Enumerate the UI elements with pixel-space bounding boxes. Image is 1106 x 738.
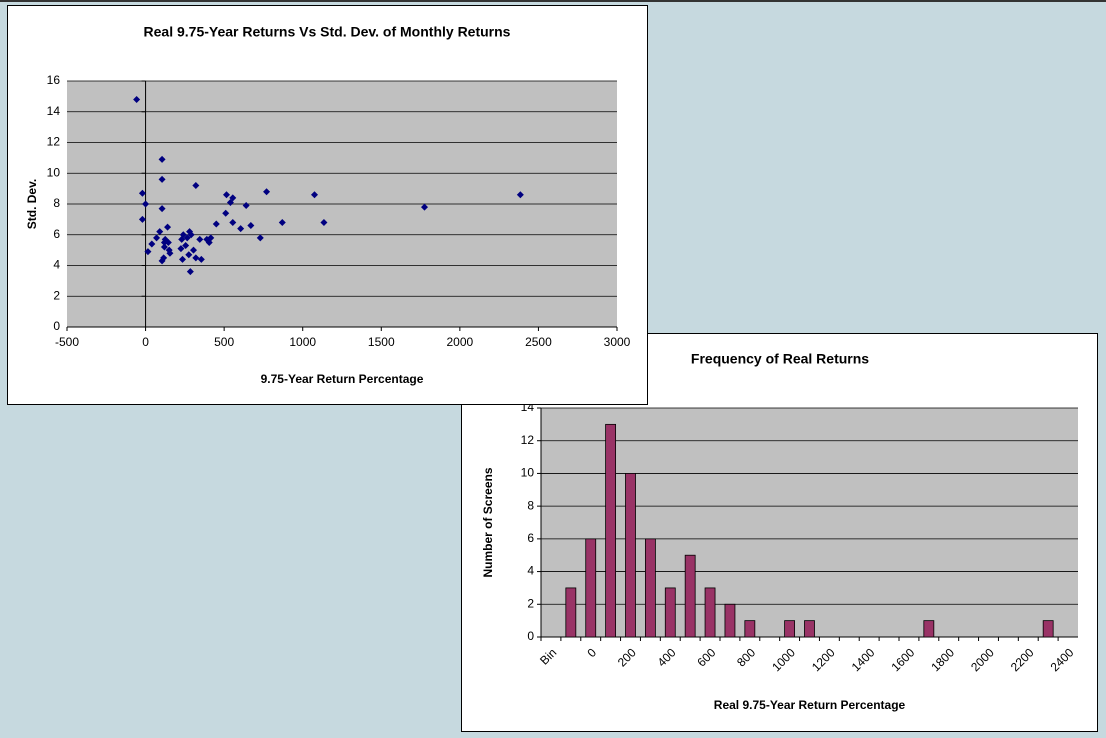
x-tick-label: 0 [142, 335, 149, 349]
x-axis-title: Real 9.75-Year Return Percentage [714, 698, 906, 712]
scatter-chart: 0 2 4 6 8 10 12 14 16 -500 0 500 1000 1500 2000 2500 300… [7, 5, 648, 405]
bar [1042, 620, 1054, 638]
point [158, 175, 166, 183]
bar [565, 587, 577, 638]
y-tick-label: 8 [527, 498, 534, 512]
point [311, 191, 318, 199]
point [278, 218, 286, 226]
point [320, 218, 328, 226]
point [516, 191, 524, 199]
y-tick-label: 2 [53, 288, 60, 302]
point [256, 234, 264, 242]
point [183, 234, 191, 242]
point [187, 231, 195, 239]
y-tick-label: 0 [527, 629, 534, 643]
bar [644, 538, 656, 638]
point [242, 202, 250, 210]
bar [664, 587, 676, 638]
point [179, 231, 187, 239]
point [222, 209, 230, 217]
point [158, 155, 166, 163]
point [192, 254, 200, 262]
y-tick-label: 0 [53, 319, 60, 333]
y-axis-title: Number of Screens [481, 467, 495, 577]
plot-area [541, 408, 1078, 637]
point [160, 254, 168, 262]
y-tick-label: 10 [47, 165, 61, 179]
y-tick-label: 4 [53, 258, 60, 272]
bar [923, 620, 935, 638]
point [212, 220, 220, 228]
point [153, 234, 161, 242]
point [196, 235, 204, 243]
point [148, 240, 156, 248]
point [160, 238, 168, 246]
x-axis-title: 9.75-Year Return Percentage [261, 372, 424, 386]
point [182, 242, 190, 250]
point [185, 251, 193, 259]
chart-title: Real 9.75-Year Returns Vs Std. Dev. of M… [144, 24, 511, 40]
top-border [0, 0, 1106, 2]
x-tick-label: 500 [214, 335, 234, 349]
point [223, 191, 230, 199]
bar [605, 423, 617, 638]
point [247, 222, 255, 230]
y-tick-label: 10 [521, 466, 535, 480]
point [164, 223, 172, 231]
y-axis-title: Std. Dev. [25, 179, 39, 229]
bar [744, 620, 756, 638]
point [164, 238, 172, 246]
point [138, 215, 146, 223]
bar [625, 473, 636, 638]
x-tick-label: 1000 [289, 335, 316, 349]
point [263, 188, 271, 196]
point [207, 234, 215, 242]
bar [784, 620, 796, 638]
bar [724, 603, 736, 638]
y-tick-label: 4 [527, 564, 534, 578]
point [144, 248, 152, 256]
bar [804, 620, 815, 638]
bar [684, 554, 696, 638]
point [237, 225, 245, 233]
point [156, 228, 164, 236]
bar [585, 538, 597, 638]
point [133, 95, 141, 103]
point [197, 255, 205, 263]
y-tick-label: 14 [47, 104, 61, 118]
bar [704, 587, 716, 638]
y-tick-label: 12 [47, 135, 61, 149]
chart-title: Frequency of Real Returns [691, 351, 869, 367]
point [138, 189, 146, 197]
y-tick-label: 8 [53, 196, 60, 210]
y-tick-label: 2 [527, 596, 534, 610]
point [186, 268, 194, 276]
point [192, 182, 200, 190]
point [177, 245, 185, 253]
x-tick-label: 3000 [604, 335, 631, 349]
y-tick-label: 6 [527, 531, 534, 545]
point [160, 243, 168, 251]
x-tick-label: 1500 [368, 335, 395, 349]
point [179, 255, 186, 263]
y-tick-label: 16 [47, 73, 61, 87]
point [229, 194, 237, 202]
x-tick-label: -500 [55, 335, 79, 349]
x-tick-label: 2000 [447, 335, 474, 349]
point [190, 246, 197, 254]
y-tick-label: 6 [53, 227, 60, 241]
point [166, 249, 174, 257]
y-tick-label: 12 [521, 433, 535, 447]
point [421, 203, 428, 211]
point [142, 200, 150, 208]
x-tick-label: 2500 [525, 335, 552, 349]
point [158, 205, 166, 213]
point [229, 218, 237, 226]
